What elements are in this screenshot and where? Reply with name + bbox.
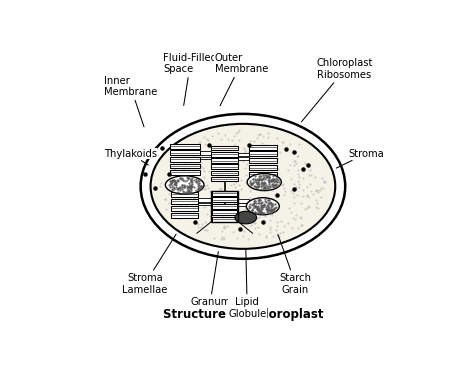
Ellipse shape <box>246 198 279 215</box>
Text: Starch
Grain: Starch Grain <box>278 234 311 294</box>
Bar <box>248 165 277 170</box>
Bar <box>211 158 238 163</box>
Bar <box>212 210 237 215</box>
Bar <box>248 152 277 156</box>
Bar <box>211 152 238 156</box>
Ellipse shape <box>141 114 345 259</box>
Bar <box>171 213 198 218</box>
Ellipse shape <box>247 173 281 191</box>
Bar <box>238 153 248 156</box>
Ellipse shape <box>165 176 204 194</box>
Bar <box>211 165 238 169</box>
Text: Outer
Membrane: Outer Membrane <box>215 53 268 106</box>
Bar <box>170 170 200 175</box>
Text: Inner
Membrane: Inner Membrane <box>104 76 157 127</box>
Bar <box>211 191 238 222</box>
Text: Fluid-Filled
Space: Fluid-Filled Space <box>164 53 218 106</box>
Bar <box>211 170 238 175</box>
Bar <box>171 206 198 211</box>
Bar <box>170 151 200 155</box>
Text: Stroma: Stroma <box>337 149 384 168</box>
Bar <box>212 191 237 196</box>
Text: Granum: Granum <box>190 252 230 307</box>
Bar <box>237 199 249 203</box>
Bar <box>237 203 249 206</box>
Bar <box>211 146 238 151</box>
Text: Thylakoids: Thylakoids <box>104 149 157 165</box>
Bar <box>171 192 198 197</box>
Bar <box>212 197 237 202</box>
Text: Chloroplast
Ribosomes: Chloroplast Ribosomes <box>301 58 373 122</box>
Text: Stroma
Lamellae: Stroma Lamellae <box>122 234 176 294</box>
Bar <box>170 157 200 162</box>
Bar <box>248 158 277 163</box>
Ellipse shape <box>151 124 335 249</box>
Bar <box>200 156 211 159</box>
Bar <box>198 203 212 206</box>
Bar <box>248 145 277 149</box>
Bar <box>170 144 200 149</box>
Bar <box>198 198 212 202</box>
Ellipse shape <box>235 211 256 224</box>
Bar <box>200 151 211 155</box>
Text: Structure of Chloroplast: Structure of Chloroplast <box>163 308 323 321</box>
Bar <box>238 157 248 160</box>
Bar <box>170 163 200 168</box>
Bar <box>248 172 277 177</box>
Bar <box>171 199 198 204</box>
Bar <box>224 179 225 209</box>
Bar <box>212 204 237 208</box>
Text: Lipid
Globule: Lipid Globule <box>228 250 266 319</box>
Bar <box>212 217 237 222</box>
Bar <box>211 177 238 181</box>
